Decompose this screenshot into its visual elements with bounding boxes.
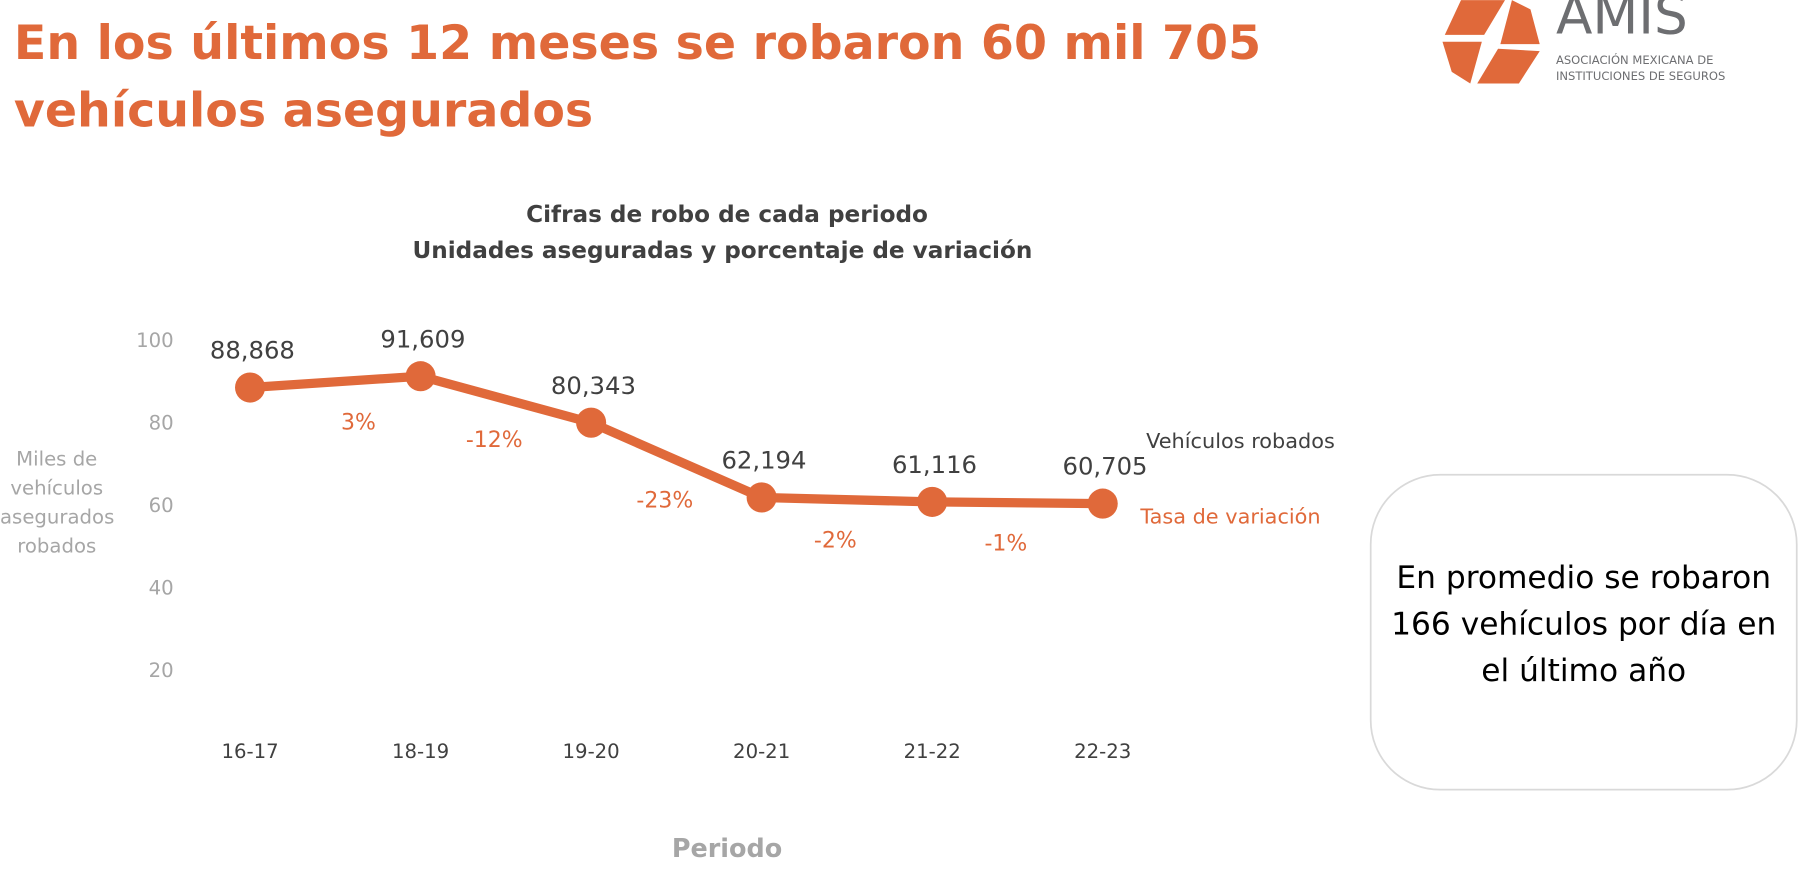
- headline-box: En los últimos 12 meses se robaron 60 mi…: [13, 15, 1262, 138]
- legend-label: Tasa de variación: [1139, 505, 1320, 529]
- point: [917, 486, 948, 517]
- y-tick-label: 60: [149, 494, 174, 517]
- logo-shape: [1477, 48, 1540, 84]
- callout-text: En promedio se robaron 166 vehículos por…: [1391, 560, 1777, 689]
- x-tick-label: 22-23: [1074, 740, 1131, 763]
- variation-label: -1%: [984, 531, 1027, 556]
- variation-label: -23%: [636, 489, 693, 514]
- legend-label: Vehículos robados: [1146, 429, 1335, 453]
- y-axis-title-box: Miles de vehículos asegurados robados: [0, 448, 114, 559]
- x-tick-label: 19-20: [563, 740, 620, 763]
- x-tick-label: 18-19: [392, 740, 449, 763]
- callout-box: [1369, 473, 1798, 791]
- value-label: 62,194: [721, 446, 806, 475]
- point: [576, 407, 607, 438]
- value-label: 61,116: [892, 450, 977, 479]
- variation-label: 3%: [341, 411, 376, 436]
- chart-title: Cifras de robo de cada periodo: [526, 202, 928, 228]
- logo-name: AMIS: [1556, 0, 1688, 46]
- value-label: 80,343: [551, 371, 636, 400]
- variation-label: -2%: [814, 528, 857, 553]
- variation-label: -12%: [466, 428, 523, 453]
- logo-text: INSTITUCIONES DE SEGUROS: [1556, 69, 1725, 83]
- x-tick-label: 16-17: [221, 740, 278, 763]
- callout-text-box: En promedio se robaron 166 vehículos por…: [1391, 560, 1777, 689]
- logo-shape: [1442, 41, 1482, 84]
- logo-shape: [1500, 0, 1540, 45]
- x-tick-label: 21-22: [904, 740, 961, 763]
- headline: En los últimos 12 meses se robaron 60 mi…: [13, 15, 1262, 138]
- value-label: 60,705: [1063, 452, 1148, 481]
- logo: AMIS ASOCIACIÓN MEXICANA DE INSTITUCIONE…: [1442, 0, 1725, 84]
- chart-subtitle: Unidades aseguradas y porcentaje de vari…: [412, 238, 1032, 264]
- x-axis-title: Periodo: [672, 834, 782, 864]
- x-tick-label: 20-21: [733, 740, 790, 763]
- line: [249, 371, 1103, 509]
- point: [1087, 488, 1118, 519]
- value-label: 91,609: [380, 324, 465, 353]
- point: [405, 361, 436, 392]
- y-tick-label: 20: [149, 659, 174, 682]
- y-axis-title: Miles de vehículos asegurados robados: [0, 448, 114, 559]
- y-tick-label: 80: [149, 412, 174, 435]
- value-label: 88,868: [210, 336, 295, 365]
- logo-text: ASOCIACIÓN MEXICANA DE: [1556, 52, 1714, 67]
- point: [746, 482, 777, 513]
- point: [235, 372, 266, 403]
- y-tick-label: 100: [136, 329, 174, 352]
- y-tick-label: 40: [149, 576, 174, 599]
- logo-shape: [1444, 0, 1505, 35]
